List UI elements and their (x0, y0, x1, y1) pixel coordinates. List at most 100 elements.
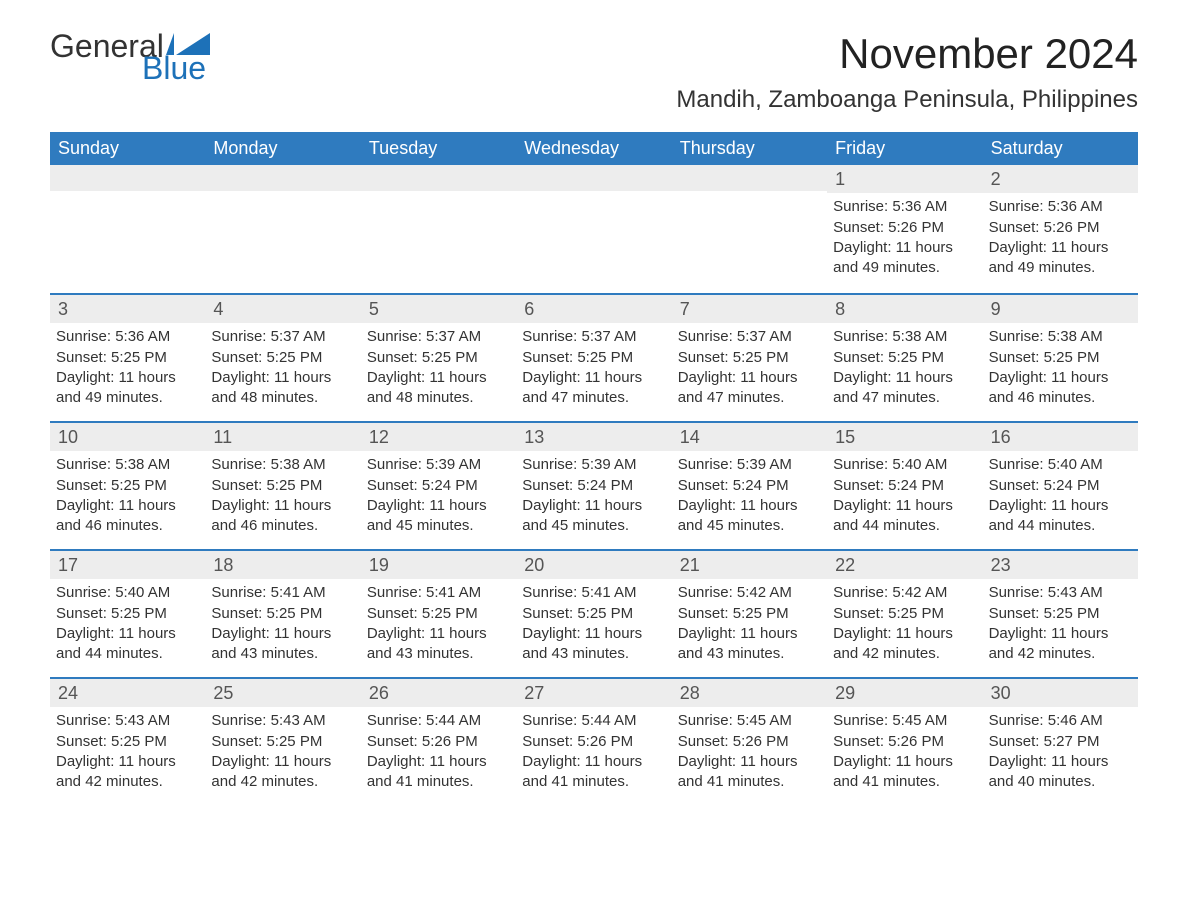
day-cell (672, 165, 827, 293)
sunset-text: Sunset: 5:25 PM (678, 604, 821, 624)
day-body: Sunrise: 5:39 AMSunset: 5:24 PMDaylight:… (516, 451, 671, 546)
day-number: 30 (983, 679, 1138, 707)
day-cell: 15Sunrise: 5:40 AMSunset: 5:24 PMDayligh… (827, 423, 982, 549)
day-body: Sunrise: 5:40 AMSunset: 5:24 PMDaylight:… (827, 451, 982, 546)
day-cell: 28Sunrise: 5:45 AMSunset: 5:26 PMDayligh… (672, 679, 827, 805)
week-row: 1Sunrise: 5:36 AMSunset: 5:26 PMDaylight… (50, 165, 1138, 293)
day-body: Sunrise: 5:38 AMSunset: 5:25 PMDaylight:… (205, 451, 360, 546)
day-body: Sunrise: 5:39 AMSunset: 5:24 PMDaylight:… (672, 451, 827, 546)
sunset-text: Sunset: 5:26 PM (367, 732, 510, 752)
day-body: Sunrise: 5:37 AMSunset: 5:25 PMDaylight:… (672, 323, 827, 418)
day-body: Sunrise: 5:37 AMSunset: 5:25 PMDaylight:… (205, 323, 360, 418)
sunrise-text: Sunrise: 5:46 AM (989, 711, 1132, 731)
sunset-text: Sunset: 5:25 PM (989, 348, 1132, 368)
sunset-text: Sunset: 5:26 PM (678, 732, 821, 752)
day-body: Sunrise: 5:41 AMSunset: 5:25 PMDaylight:… (361, 579, 516, 674)
day-cell: 30Sunrise: 5:46 AMSunset: 5:27 PMDayligh… (983, 679, 1138, 805)
day-number: 26 (361, 679, 516, 707)
sunset-text: Sunset: 5:26 PM (989, 218, 1132, 238)
day-number: 21 (672, 551, 827, 579)
sunset-text: Sunset: 5:27 PM (989, 732, 1132, 752)
sunset-text: Sunset: 5:25 PM (833, 604, 976, 624)
day-number: 14 (672, 423, 827, 451)
daylight-text: Daylight: 11 hours and 42 minutes. (833, 624, 976, 665)
sunrise-text: Sunrise: 5:36 AM (56, 327, 199, 347)
day-cell: 11Sunrise: 5:38 AMSunset: 5:25 PMDayligh… (205, 423, 360, 549)
sunrise-text: Sunrise: 5:45 AM (833, 711, 976, 731)
week-row: 10Sunrise: 5:38 AMSunset: 5:25 PMDayligh… (50, 421, 1138, 549)
week-row: 17Sunrise: 5:40 AMSunset: 5:25 PMDayligh… (50, 549, 1138, 677)
daylight-text: Daylight: 11 hours and 48 minutes. (211, 368, 354, 409)
sunset-text: Sunset: 5:24 PM (367, 476, 510, 496)
day-body: Sunrise: 5:42 AMSunset: 5:25 PMDaylight:… (827, 579, 982, 674)
day-body: Sunrise: 5:44 AMSunset: 5:26 PMDaylight:… (516, 707, 671, 802)
week-row: 3Sunrise: 5:36 AMSunset: 5:25 PMDaylight… (50, 293, 1138, 421)
day-number: 2 (983, 165, 1138, 193)
day-body: Sunrise: 5:43 AMSunset: 5:25 PMDaylight:… (983, 579, 1138, 674)
day-body: Sunrise: 5:44 AMSunset: 5:26 PMDaylight:… (361, 707, 516, 802)
daylight-text: Daylight: 11 hours and 42 minutes. (56, 752, 199, 793)
daylight-text: Daylight: 11 hours and 45 minutes. (367, 496, 510, 537)
day-number: 1 (827, 165, 982, 193)
day-number: 13 (516, 423, 671, 451)
day-cell: 18Sunrise: 5:41 AMSunset: 5:25 PMDayligh… (205, 551, 360, 677)
logo-word2: Blue (142, 52, 206, 84)
day-number: 3 (50, 295, 205, 323)
day-cell: 29Sunrise: 5:45 AMSunset: 5:26 PMDayligh… (827, 679, 982, 805)
daylight-text: Daylight: 11 hours and 42 minutes. (211, 752, 354, 793)
day-body: Sunrise: 5:45 AMSunset: 5:26 PMDaylight:… (827, 707, 982, 802)
sunrise-text: Sunrise: 5:38 AM (211, 455, 354, 475)
sunrise-text: Sunrise: 5:40 AM (56, 583, 199, 603)
day-number-empty (205, 165, 360, 191)
daylight-text: Daylight: 11 hours and 46 minutes. (211, 496, 354, 537)
daylight-text: Daylight: 11 hours and 43 minutes. (678, 624, 821, 665)
sunrise-text: Sunrise: 5:45 AM (678, 711, 821, 731)
calendar: Sunday Monday Tuesday Wednesday Thursday… (50, 132, 1138, 805)
sunrise-text: Sunrise: 5:37 AM (678, 327, 821, 347)
sunset-text: Sunset: 5:25 PM (367, 348, 510, 368)
sunset-text: Sunset: 5:25 PM (211, 604, 354, 624)
weekday-tue: Tuesday (361, 132, 516, 165)
sunset-text: Sunset: 5:25 PM (56, 732, 199, 752)
sunset-text: Sunset: 5:25 PM (211, 476, 354, 496)
sunrise-text: Sunrise: 5:42 AM (833, 583, 976, 603)
daylight-text: Daylight: 11 hours and 49 minutes. (989, 238, 1132, 279)
day-cell: 22Sunrise: 5:42 AMSunset: 5:25 PMDayligh… (827, 551, 982, 677)
sunrise-text: Sunrise: 5:37 AM (522, 327, 665, 347)
day-number: 8 (827, 295, 982, 323)
sunrise-text: Sunrise: 5:38 AM (989, 327, 1132, 347)
sunrise-text: Sunrise: 5:40 AM (833, 455, 976, 475)
day-number: 20 (516, 551, 671, 579)
day-body: Sunrise: 5:37 AMSunset: 5:25 PMDaylight:… (516, 323, 671, 418)
sunset-text: Sunset: 5:26 PM (833, 732, 976, 752)
day-cell (361, 165, 516, 293)
day-cell: 17Sunrise: 5:40 AMSunset: 5:25 PMDayligh… (50, 551, 205, 677)
daylight-text: Daylight: 11 hours and 46 minutes. (56, 496, 199, 537)
sunset-text: Sunset: 5:25 PM (211, 348, 354, 368)
day-number: 18 (205, 551, 360, 579)
sunset-text: Sunset: 5:25 PM (211, 732, 354, 752)
sunset-text: Sunset: 5:25 PM (989, 604, 1132, 624)
day-number: 9 (983, 295, 1138, 323)
day-number-empty (672, 165, 827, 191)
daylight-text: Daylight: 11 hours and 41 minutes. (367, 752, 510, 793)
daylight-text: Daylight: 11 hours and 48 minutes. (367, 368, 510, 409)
day-cell: 25Sunrise: 5:43 AMSunset: 5:25 PMDayligh… (205, 679, 360, 805)
sunrise-text: Sunrise: 5:41 AM (367, 583, 510, 603)
sunrise-text: Sunrise: 5:39 AM (522, 455, 665, 475)
day-cell (50, 165, 205, 293)
location-text: Mandih, Zamboanga Peninsula, Philippines (676, 86, 1138, 114)
day-cell: 1Sunrise: 5:36 AMSunset: 5:26 PMDaylight… (827, 165, 982, 293)
day-cell: 27Sunrise: 5:44 AMSunset: 5:26 PMDayligh… (516, 679, 671, 805)
week-row: 24Sunrise: 5:43 AMSunset: 5:25 PMDayligh… (50, 677, 1138, 805)
day-cell: 8Sunrise: 5:38 AMSunset: 5:25 PMDaylight… (827, 295, 982, 421)
day-number: 24 (50, 679, 205, 707)
daylight-text: Daylight: 11 hours and 45 minutes. (522, 496, 665, 537)
sunset-text: Sunset: 5:26 PM (833, 218, 976, 238)
day-number: 16 (983, 423, 1138, 451)
day-body: Sunrise: 5:37 AMSunset: 5:25 PMDaylight:… (361, 323, 516, 418)
day-cell: 6Sunrise: 5:37 AMSunset: 5:25 PMDaylight… (516, 295, 671, 421)
day-cell: 23Sunrise: 5:43 AMSunset: 5:25 PMDayligh… (983, 551, 1138, 677)
weekday-sat: Saturday (983, 132, 1138, 165)
day-cell (516, 165, 671, 293)
